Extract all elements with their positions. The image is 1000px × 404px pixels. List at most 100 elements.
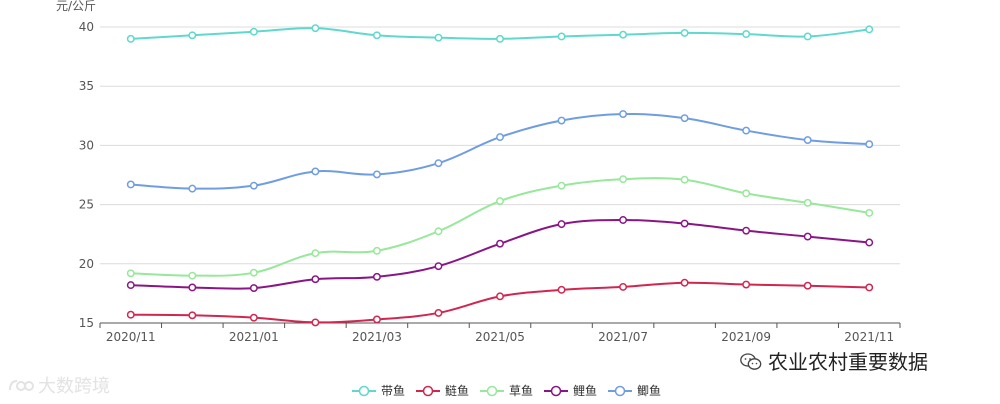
data-point[interactable] — [188, 271, 197, 280]
data-point[interactable] — [434, 159, 443, 168]
data-point[interactable] — [126, 34, 135, 43]
series-4 — [126, 216, 874, 293]
x-tick-label: 2021/07 — [598, 330, 648, 344]
data-point[interactable] — [803, 232, 812, 241]
data-point[interactable] — [311, 318, 320, 327]
legend-item[interactable]: 带鱼 — [352, 384, 405, 398]
data-point[interactable] — [126, 269, 135, 278]
watermark-right-text: 农业农村重要数据 — [768, 350, 928, 374]
series-3 — [126, 175, 874, 280]
x-tick-label: 2021/03 — [352, 330, 402, 344]
y-tick-label: 30 — [79, 138, 94, 152]
x-tick-label: 2021/01 — [229, 330, 279, 344]
wechat-icon — [740, 353, 762, 370]
data-point[interactable] — [372, 170, 381, 179]
y-tick-label: 40 — [79, 20, 94, 34]
data-point[interactable] — [496, 34, 504, 43]
series-5 — [126, 110, 874, 193]
data-point[interactable] — [557, 181, 566, 190]
series-line — [130, 177, 870, 277]
legend-swatch-marker — [358, 385, 370, 397]
data-point[interactable] — [557, 220, 566, 229]
legend-swatch-marker — [550, 385, 562, 397]
data-point[interactable] — [311, 167, 320, 176]
data-point[interactable] — [803, 198, 812, 207]
data-point[interactable] — [803, 136, 812, 145]
data-point[interactable] — [434, 262, 443, 271]
watermark-left: 大数跨境 — [8, 372, 110, 398]
data-point[interactable] — [803, 281, 812, 290]
legend[interactable]: 带鱼 鲢鱼 草鱼 鲤鱼 鲫鱼 — [352, 383, 661, 398]
data-point[interactable] — [865, 238, 874, 247]
watermark-left-text: 大数跨境 — [38, 376, 110, 397]
data-point[interactable] — [619, 282, 628, 291]
data-point[interactable] — [680, 219, 689, 228]
data-point[interactable] — [188, 31, 197, 40]
data-point[interactable] — [311, 249, 320, 258]
axis-layer: 15 20 25 30 35 40 2020/11 2021/01 2021/03 2021/05… — [79, 20, 901, 344]
legend-label: 鲫鱼 — [637, 384, 661, 398]
data-point[interactable] — [372, 315, 381, 324]
data-point[interactable] — [742, 226, 751, 235]
data-point[interactable] — [619, 30, 628, 39]
data-point[interactable] — [865, 208, 874, 217]
data-point[interactable] — [126, 310, 135, 319]
data-point[interactable] — [496, 292, 504, 301]
data-point[interactable] — [742, 280, 751, 289]
data-point[interactable] — [126, 281, 135, 290]
series-layer — [126, 24, 874, 327]
data-point[interactable] — [496, 197, 504, 205]
data-point[interactable] — [434, 227, 443, 236]
data-point[interactable] — [680, 278, 689, 287]
grid-layer — [100, 26, 900, 265]
data-point[interactable] — [742, 30, 751, 39]
data-point[interactable] — [372, 246, 381, 255]
data-point[interactable] — [249, 27, 258, 36]
legend-label: 鲤鱼 — [573, 384, 597, 398]
data-point[interactable] — [557, 116, 566, 125]
data-point[interactable] — [126, 180, 135, 189]
data-point[interactable] — [680, 175, 689, 184]
legend-item[interactable]: 草鱼 — [480, 384, 533, 398]
data-point[interactable] — [865, 25, 874, 34]
brand-logo-icon — [9, 380, 34, 391]
series-line — [130, 218, 870, 290]
data-point[interactable] — [865, 283, 874, 292]
legend-item[interactable]: 鲢鱼 — [416, 383, 469, 398]
data-point[interactable] — [680, 28, 689, 37]
data-point[interactable] — [311, 275, 320, 284]
x-tick-label: 2021/09 — [721, 330, 771, 344]
data-point[interactable] — [249, 181, 258, 190]
data-point[interactable] — [496, 239, 504, 248]
y-tick-label: 25 — [79, 198, 94, 212]
legend-item[interactable]: 鲤鱼 — [544, 384, 597, 398]
data-point[interactable] — [249, 313, 258, 322]
data-point[interactable] — [434, 33, 443, 42]
data-point[interactable] — [619, 175, 628, 184]
legend-item[interactable]: 鲫鱼 — [608, 384, 661, 398]
data-point[interactable] — [803, 32, 812, 41]
data-point[interactable] — [680, 114, 689, 123]
data-point[interactable] — [619, 110, 628, 118]
data-point[interactable] — [496, 133, 504, 142]
series-1 — [126, 24, 874, 43]
data-point[interactable] — [557, 285, 566, 294]
data-point[interactable] — [311, 24, 320, 33]
data-point[interactable] — [188, 184, 197, 193]
legend-label: 带鱼 — [381, 384, 405, 398]
data-point[interactable] — [557, 32, 566, 41]
data-point[interactable] — [372, 31, 381, 40]
data-point[interactable] — [188, 283, 197, 292]
data-point[interactable] — [742, 189, 751, 198]
x-tick-label: 2021/11 — [844, 330, 894, 344]
data-point[interactable] — [434, 308, 443, 317]
data-point[interactable] — [742, 126, 751, 135]
data-point[interactable] — [865, 140, 874, 149]
data-point[interactable] — [249, 268, 258, 277]
data-point[interactable] — [619, 216, 628, 224]
data-point[interactable] — [249, 284, 258, 293]
series-2 — [126, 278, 874, 327]
data-point[interactable] — [188, 311, 197, 320]
data-point[interactable] — [372, 272, 381, 281]
